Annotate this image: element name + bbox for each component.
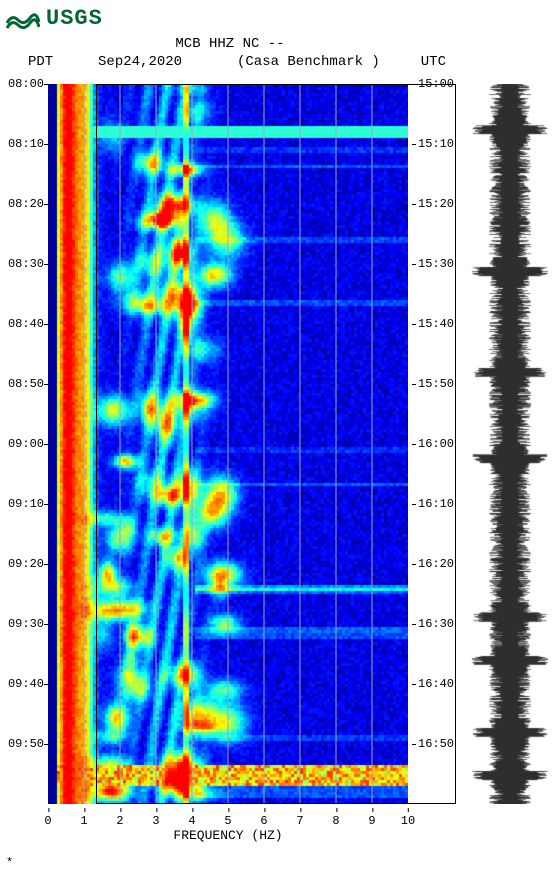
seismogram-trace bbox=[470, 84, 550, 804]
xtick: 5 bbox=[224, 814, 231, 828]
ytick-right: 16:20 bbox=[418, 557, 454, 571]
xtick: 6 bbox=[260, 814, 267, 828]
ytick-left: 09:20 bbox=[8, 557, 44, 571]
xtick: 3 bbox=[152, 814, 159, 828]
xtick: 8 bbox=[332, 814, 339, 828]
xtick: 9 bbox=[368, 814, 375, 828]
ytick-left: 09:10 bbox=[8, 497, 44, 511]
ytick-left: 08:50 bbox=[8, 377, 44, 391]
xtick: 4 bbox=[188, 814, 195, 828]
ytick-right: 15:20 bbox=[418, 197, 454, 211]
tz-left: PDT Sep24,2020 bbox=[0, 54, 210, 70]
xtick: 0 bbox=[44, 814, 51, 828]
ytick-right: 15:00 bbox=[418, 77, 454, 91]
ytick-right: 15:30 bbox=[418, 257, 454, 271]
ytick-right: 15:10 bbox=[418, 137, 454, 151]
spectrogram-canvas bbox=[48, 84, 408, 804]
ytick-left: 08:00 bbox=[8, 77, 44, 91]
header-line1: MCB HHZ NC -- bbox=[0, 36, 460, 52]
station-channel: MCB HHZ NC -- bbox=[175, 36, 284, 52]
ytick-right: 15:40 bbox=[418, 317, 454, 331]
y-axis-left-pdt: 08:0008:1008:2008:3008:4008:5009:0009:10… bbox=[0, 84, 46, 804]
usgs-logo: USGS bbox=[6, 6, 103, 31]
header-line2: PDT Sep24,2020 (Casa Benchmark ) UTC bbox=[0, 54, 460, 70]
ytick-left: 08:10 bbox=[8, 137, 44, 151]
ytick-left: 08:30 bbox=[8, 257, 44, 271]
ytick-left: 09:00 bbox=[8, 437, 44, 451]
usgs-wave-icon bbox=[6, 8, 40, 30]
ytick-right: 16:10 bbox=[418, 497, 454, 511]
x-axis-label: FREQUENCY (HZ) bbox=[48, 828, 408, 843]
xtick: 10 bbox=[401, 814, 415, 828]
tz-right: UTC bbox=[407, 54, 460, 70]
footer-asterisk: * bbox=[6, 856, 13, 870]
station-name: (Casa Benchmark ) bbox=[223, 54, 394, 70]
spectrogram bbox=[48, 84, 408, 804]
ytick-right: 16:50 bbox=[418, 737, 454, 751]
ytick-right: 16:30 bbox=[418, 617, 454, 631]
xtick: 7 bbox=[296, 814, 303, 828]
ytick-left: 09:40 bbox=[8, 677, 44, 691]
usgs-logo-text: USGS bbox=[46, 6, 103, 31]
ytick-left: 09:50 bbox=[8, 737, 44, 751]
ytick-right: 16:40 bbox=[418, 677, 454, 691]
xtick: 2 bbox=[116, 814, 123, 828]
ytick-left: 08:40 bbox=[8, 317, 44, 331]
ytick-right: 15:50 bbox=[418, 377, 454, 391]
xtick: 1 bbox=[80, 814, 87, 828]
ytick-left: 08:20 bbox=[8, 197, 44, 211]
ytick-right: 16:00 bbox=[418, 437, 454, 451]
ytick-left: 09:30 bbox=[8, 617, 44, 631]
y-axis-right-utc: 15:0015:1015:2015:3015:4015:5016:0016:10… bbox=[412, 84, 462, 804]
